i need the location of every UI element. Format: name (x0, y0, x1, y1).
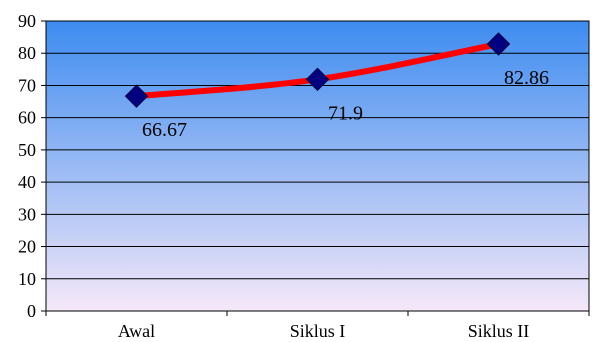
data-point-marker (124, 84, 149, 108)
x-tick-label: Awal (118, 321, 155, 341)
y-tick-label: 30 (18, 204, 36, 224)
data-label: 66.67 (142, 119, 187, 141)
y-tick-label: 70 (18, 75, 36, 95)
data-point-marker (305, 67, 330, 92)
y-tick-label: 50 (18, 140, 36, 160)
x-tick-label: Siklus I (290, 321, 346, 341)
x-tick-label: Siklus II (468, 321, 530, 341)
y-tick-label: 80 (18, 43, 36, 63)
y-tick-label: 20 (18, 237, 36, 257)
y-tick-label: 10 (18, 269, 36, 289)
y-tick-labels: 0 10 20 30 40 50 60 70 80 90 (18, 11, 36, 321)
x-tick-labels: Awal Siklus I Siklus II (118, 321, 529, 341)
plot-area (45, 20, 590, 312)
data-point-marker (486, 32, 511, 56)
y-tick-label: 60 (18, 108, 36, 128)
series-markers (124, 32, 511, 108)
y-tick-label: 90 (18, 11, 36, 31)
data-label: 82.86 (504, 67, 549, 89)
y-tick-label: 40 (18, 172, 36, 192)
data-labels: 66.67 71.9 82.86 (142, 67, 549, 141)
y-tick-label: 0 (27, 301, 36, 321)
axes (41, 20, 590, 316)
data-label: 71.9 (328, 102, 363, 124)
